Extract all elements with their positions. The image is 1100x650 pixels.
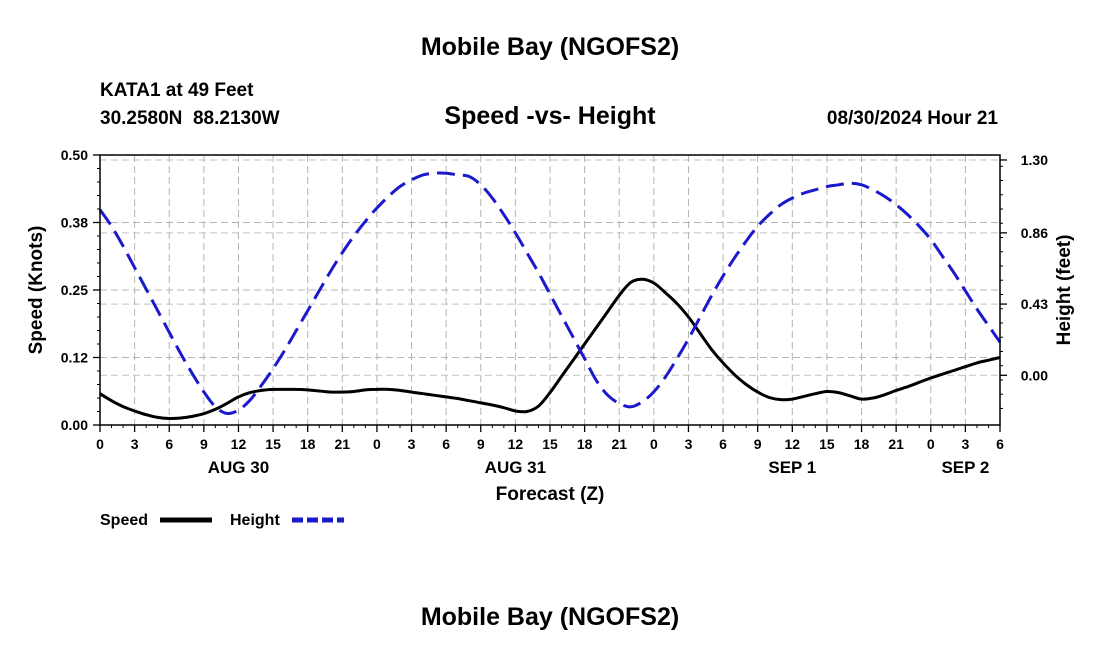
x-tick-label: 3 [408,436,416,452]
legend-label-height: Height [230,512,280,529]
x-axis-label: Forecast (Z) [496,484,605,505]
x-tick-label: 3 [131,436,139,452]
y-right-tick-label: 0.43 [1021,296,1048,312]
x-tick-label: 15 [265,436,281,452]
x-tick-label: 9 [477,436,485,452]
y-right-tick-label: 0.00 [1021,367,1048,383]
y-right-tick-label: 1.30 [1021,152,1048,168]
y-right-axis-label: Height (feet) [1054,235,1075,346]
x-date-label: SEP 2 [941,458,989,477]
series-line-speed [99,277,1001,421]
x-date-label: AUG 30 [208,458,269,477]
x-tick-label: 0 [96,436,104,452]
y-left-tick-label: 0.38 [61,215,88,231]
x-tick-label: 12 [231,436,247,452]
y-left-tick-label: 0.25 [61,282,88,298]
y-left-tick-label: 0.00 [61,417,88,433]
axis-ticks: 0 3 6 9 12 15 18 21 0 3 6 9 12 15 18 21 0 3 6 9 12 15 18 21 0 3 6 A… [61,147,1048,477]
forecast-timestamp: 08/30/2024 Hour 21 [827,108,999,129]
station-label: KATA1 at 49 Feet [100,80,254,101]
x-tick-label: 6 [165,436,173,452]
y-left-tick-label: 0.12 [61,350,88,366]
x-tick-label: 12 [508,436,524,452]
x-tick-label: 6 [719,436,727,452]
series-group [98,171,1002,421]
x-tick-label: 18 [300,436,316,452]
x-tick-label: 9 [754,436,762,452]
x-tick-label: 15 [819,436,835,452]
x-date-label: SEP 1 [768,458,816,477]
y-left-tick-label: 0.50 [61,147,88,163]
x-tick-label: 15 [542,436,558,452]
x-tick-label: 0 [373,436,381,452]
y-left-axis-label: Speed (Knots) [26,226,47,355]
y-right-tick-label: 0.86 [1021,225,1048,241]
series-line-height [98,171,1002,416]
x-tick-label: 21 [611,436,627,452]
plot-frame [99,154,1001,426]
chart-title: Mobile Bay (NGOFS2) [421,33,679,61]
station-coords: 30.2580N 88.2130W [100,108,280,129]
legend-label-speed: Speed [100,512,148,529]
x-tick-label: 0 [650,436,658,452]
x-tick-label: 21 [888,436,904,452]
x-tick-label: 18 [577,436,593,452]
x-date-label: AUG 31 [485,458,546,477]
x-tick-label: 21 [335,436,351,452]
x-tick-label: 12 [785,436,801,452]
x-tick-label: 6 [996,436,1004,452]
footer-title: Mobile Bay (NGOFS2) [421,603,679,631]
x-tick-label: 18 [854,436,870,452]
x-tick-label: 3 [961,436,969,452]
x-tick-label: 0 [927,436,935,452]
legend: Speed Height [100,512,344,529]
x-tick-label: 3 [685,436,693,452]
grid [100,154,1000,425]
x-tick-label: 6 [442,436,450,452]
x-tick-label: 9 [200,436,208,452]
chart-subtitle: Speed -vs- Height [444,102,656,130]
